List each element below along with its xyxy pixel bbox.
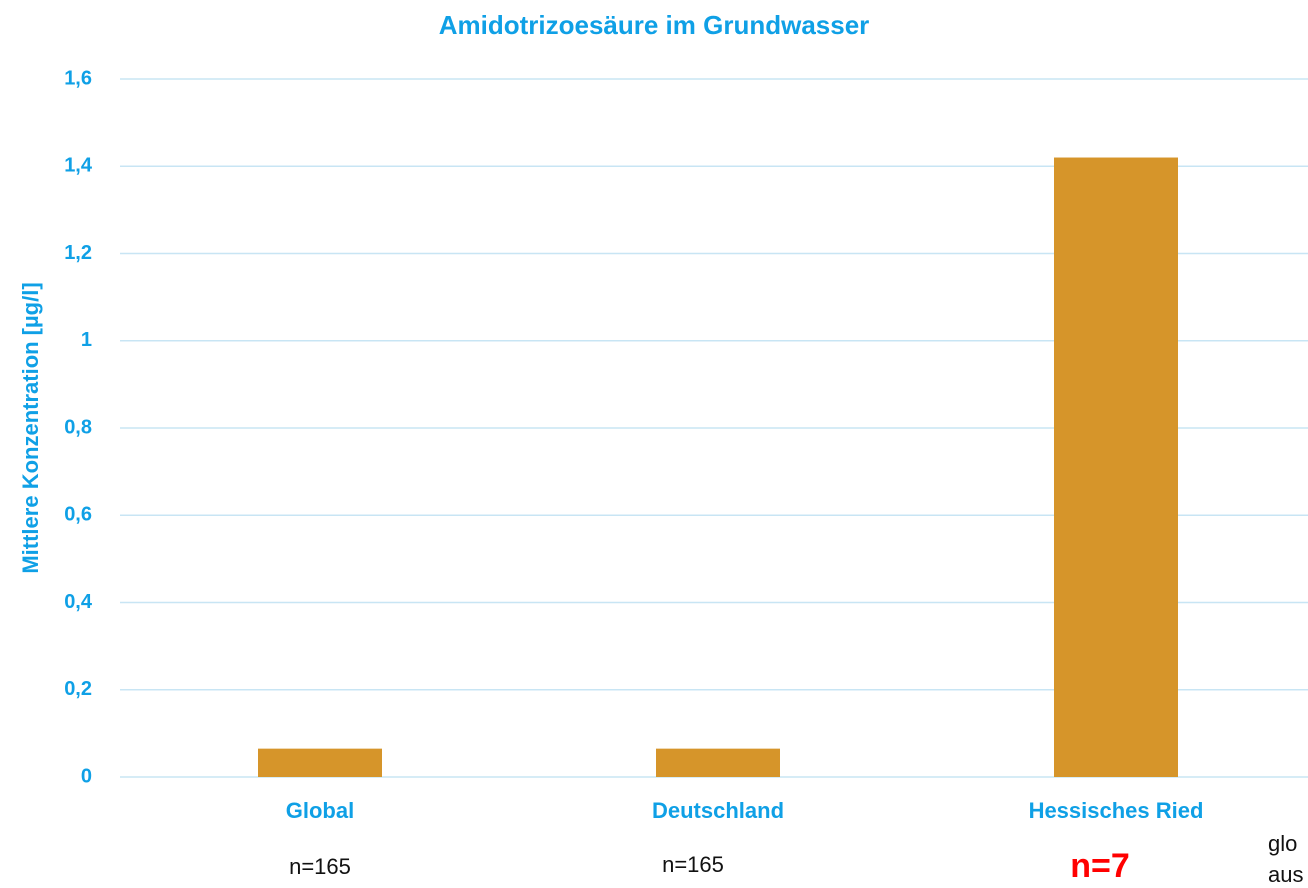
x-tick-label: Hessisches Ried — [1029, 798, 1204, 823]
annotation: n=7 — [1070, 847, 1130, 885]
annotation: aus — [1268, 862, 1303, 887]
x-tick-label: Global — [286, 798, 354, 823]
bar — [258, 748, 382, 777]
bar — [1054, 157, 1178, 777]
y-tick-label: 0,6 — [64, 504, 92, 526]
y-tick-label: 0,2 — [64, 678, 92, 700]
x-tick-label: Deutschland — [652, 798, 784, 823]
chart-title: Amidotrizoesäure im Grundwasser — [439, 10, 870, 40]
annotation: glo — [1268, 831, 1297, 856]
bar — [656, 748, 780, 777]
annotation: n=165 — [662, 852, 724, 877]
y-tick-label: 1,6 — [64, 67, 92, 89]
y-tick-label: 1,4 — [64, 155, 93, 177]
annotation: n=165 — [289, 854, 351, 879]
y-tick-label: 1 — [81, 329, 92, 351]
y-tick-label: 0 — [81, 765, 92, 787]
y-tick-label: 0,8 — [64, 416, 92, 438]
y-tick-label: 0,4 — [64, 591, 93, 613]
y-axis-label: Mittlere Konzentration [µg/l] — [18, 282, 43, 573]
y-tick-label: 1,2 — [64, 242, 92, 264]
